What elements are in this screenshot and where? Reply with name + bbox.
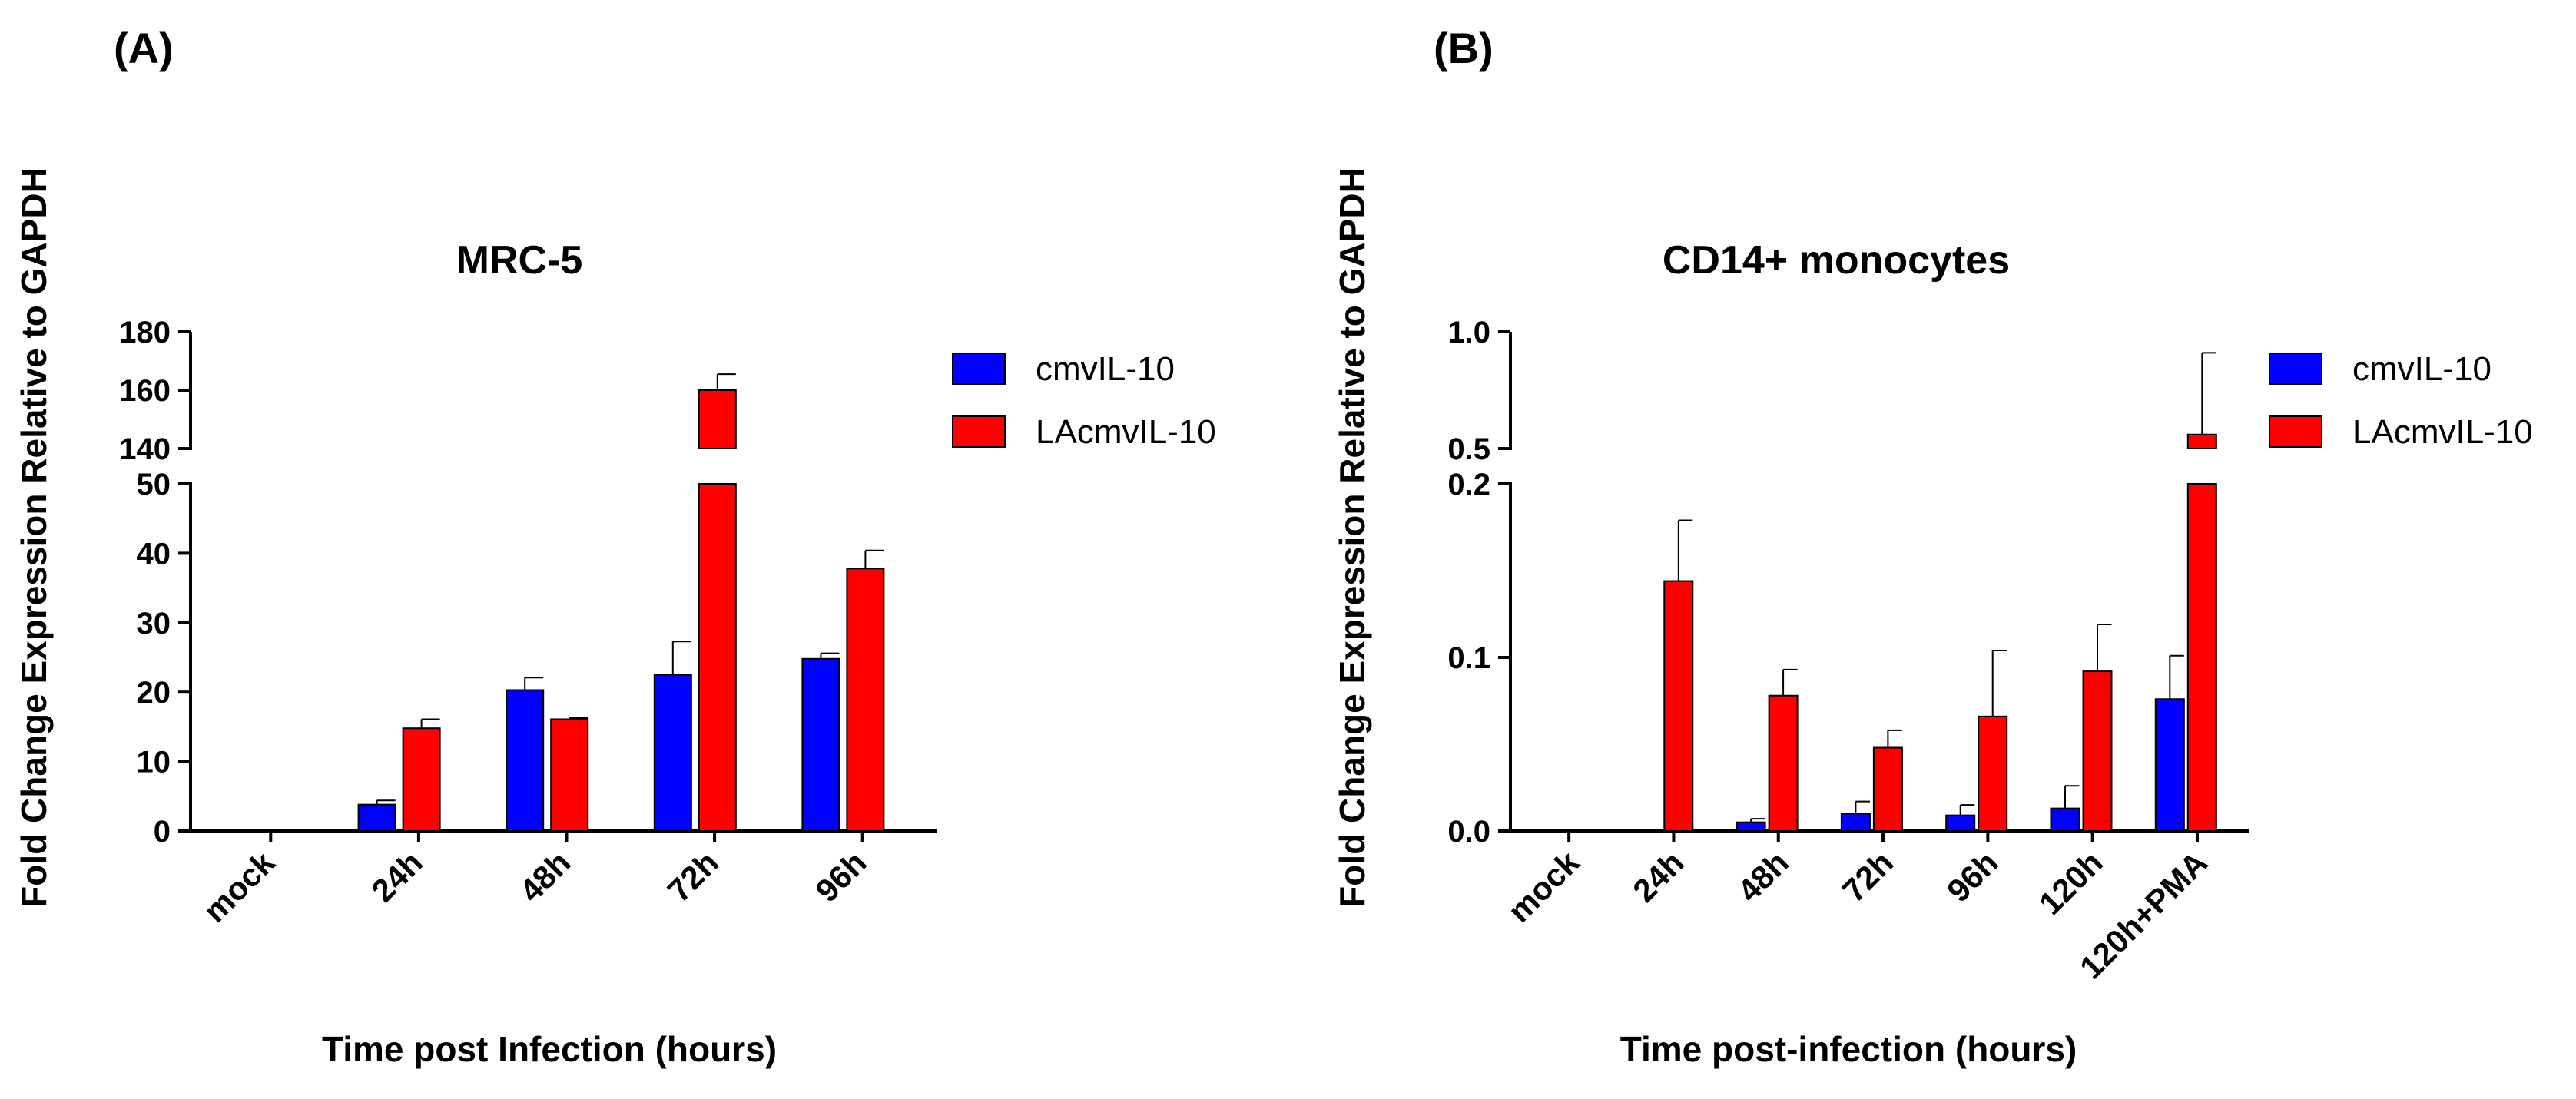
x-tick-label: mock [197, 844, 282, 929]
bar [2050, 807, 2080, 832]
bar [1768, 694, 1799, 832]
x-tick-label: 48h [1731, 844, 1795, 909]
legend-swatch [2269, 415, 2322, 448]
y-tick-label: 0.1 [1447, 641, 1490, 675]
bar [506, 689, 545, 832]
y-tick-label: 180 [119, 316, 171, 349]
x-tick-label: 72h [661, 844, 725, 909]
y-tick-label: 140 [119, 432, 171, 466]
bar [1663, 580, 1694, 832]
bar [402, 727, 441, 833]
bar [1736, 821, 1766, 832]
bar [550, 718, 589, 832]
legend-label: cmvIL-10 [2352, 350, 2491, 388]
x-axis-label-b: Time post-infection (hours) [1620, 1029, 2077, 1069]
bar [846, 568, 885, 833]
bar [653, 674, 692, 832]
y-tick-label: 0.0 [1447, 815, 1490, 849]
legend-label: LAcmvIL-10 [1036, 413, 1216, 451]
bar [698, 483, 737, 832]
y-tick-label: 0.5 [1447, 432, 1490, 466]
y-tick-label: 40 [137, 537, 171, 571]
bar [1840, 813, 1871, 833]
legend-swatch [952, 353, 1006, 385]
y-tick-label: 160 [119, 374, 171, 408]
bar [1872, 746, 1903, 833]
x-axis-label-a: Time post Infection (hours) [322, 1029, 777, 1069]
y-tick-label: 10 [137, 746, 171, 780]
x-tick-label: 48h [512, 844, 577, 909]
x-tick-label: 72h [1835, 844, 1900, 909]
x-tick-label: 96h [808, 844, 873, 909]
x-tick-label: 120h [2032, 844, 2110, 922]
x-tick-label: 24h [365, 844, 429, 909]
y-tick-label: 20 [137, 676, 171, 710]
bar [2082, 670, 2113, 833]
legend-swatch [952, 415, 1006, 448]
bar-upper-segment [2186, 433, 2217, 450]
chart-title-a: MRC-5 [456, 238, 583, 283]
panel-label-a: (A) [114, 24, 174, 72]
bar-upper-segment [698, 389, 737, 449]
bar [2154, 698, 2185, 832]
bar [1945, 814, 1976, 833]
panel-label-b: (B) [1434, 24, 1494, 72]
y-tick-label: 50 [137, 468, 171, 502]
y-tick-label: 0 [154, 815, 171, 849]
y-axis-label-a: Fold Change Expression Relative to GAPDH [14, 167, 54, 908]
x-tick-label: mock [1501, 844, 1586, 929]
bar [801, 657, 840, 832]
y-axis-label-b: Fold Change Expression Relative to GAPDH [1332, 167, 1372, 908]
bar [357, 803, 396, 832]
legend-label: LAcmvIL-10 [2352, 413, 2533, 451]
y-tick-label: 0.2 [1447, 468, 1490, 502]
chart-title-b: CD14+ monocytes [1663, 238, 2010, 283]
y-tick-label: 1.0 [1447, 316, 1490, 349]
legend-swatch [2269, 353, 2322, 385]
x-tick-label: 96h [1940, 844, 2004, 909]
y-tick-label: 30 [137, 607, 171, 641]
x-tick-label: 24h [1626, 844, 1690, 909]
bar [2186, 483, 2217, 832]
bar [1978, 715, 2008, 833]
legend-label: cmvIL-10 [1036, 350, 1175, 388]
